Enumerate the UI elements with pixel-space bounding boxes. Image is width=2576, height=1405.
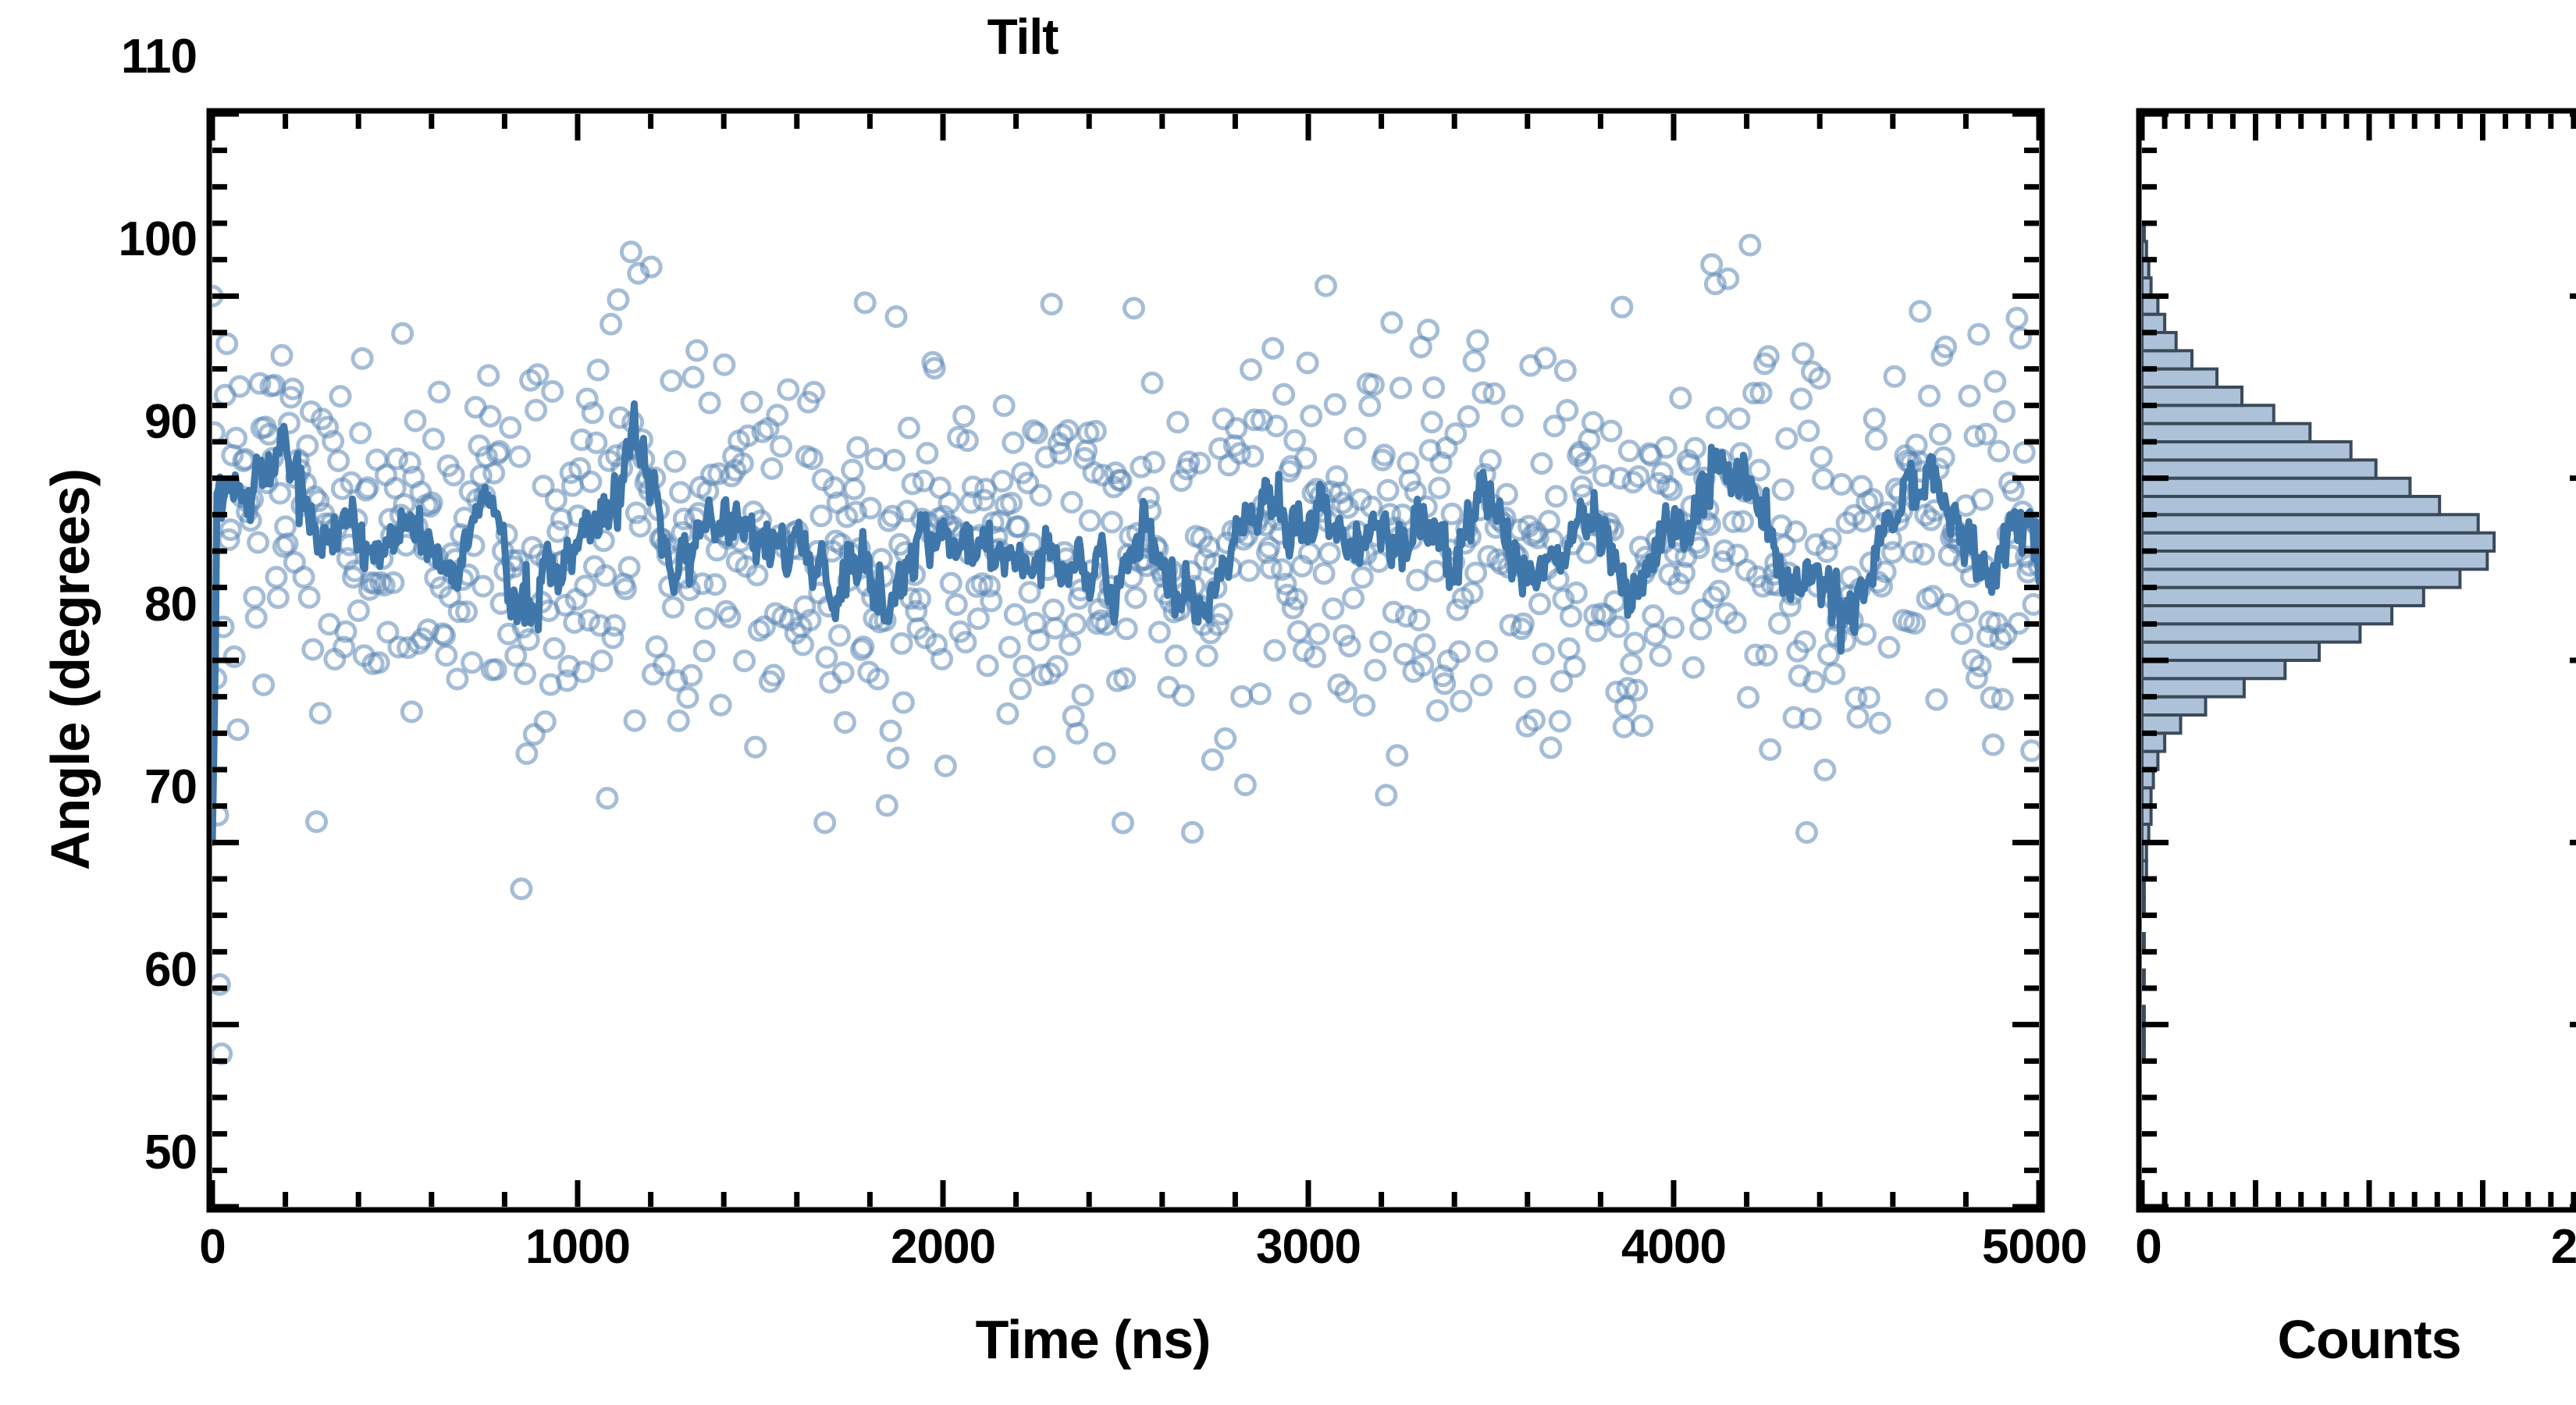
y-tick-label-110: 110	[120, 30, 197, 84]
hist-x-tick-label-0: 0	[2135, 1220, 2161, 1274]
y-tick-label-80: 80	[144, 578, 197, 631]
histogram-bars	[2142, 222, 2496, 1063]
scatter-points	[212, 233, 2039, 1065]
y-tick-label-90: 90	[144, 395, 197, 449]
x-tick-label-1000: 1000	[525, 1220, 631, 1274]
x-tick-label-2000: 2000	[891, 1220, 996, 1274]
plot-title: Tilt	[987, 9, 1059, 65]
x-tick-label-4000: 4000	[1621, 1220, 1727, 1274]
running-average-line	[212, 400, 2039, 846]
x-tick-label-3000: 3000	[1256, 1220, 1361, 1274]
hist-x-tick-label-200: 200	[2550, 1220, 2576, 1274]
y-tick-label-70: 70	[144, 760, 197, 814]
y-axis-title: Angle (degrees)	[40, 469, 101, 870]
hist-x-axis-title: Counts	[2277, 1309, 2461, 1370]
x-tick-label-0: 0	[199, 1220, 226, 1274]
histogram-frame	[2136, 108, 2576, 1213]
y-tick-label-60: 60	[144, 943, 197, 997]
main-plot-frame	[206, 108, 2045, 1213]
axis-ticks	[209, 111, 2576, 1210]
y-tick-label-100: 100	[118, 212, 197, 266]
x-axis-title: Time (ns)	[975, 1309, 1212, 1370]
y-tick-label-50: 50	[144, 1126, 197, 1179]
x-tick-label-5000: 5000	[1982, 1220, 2087, 1274]
